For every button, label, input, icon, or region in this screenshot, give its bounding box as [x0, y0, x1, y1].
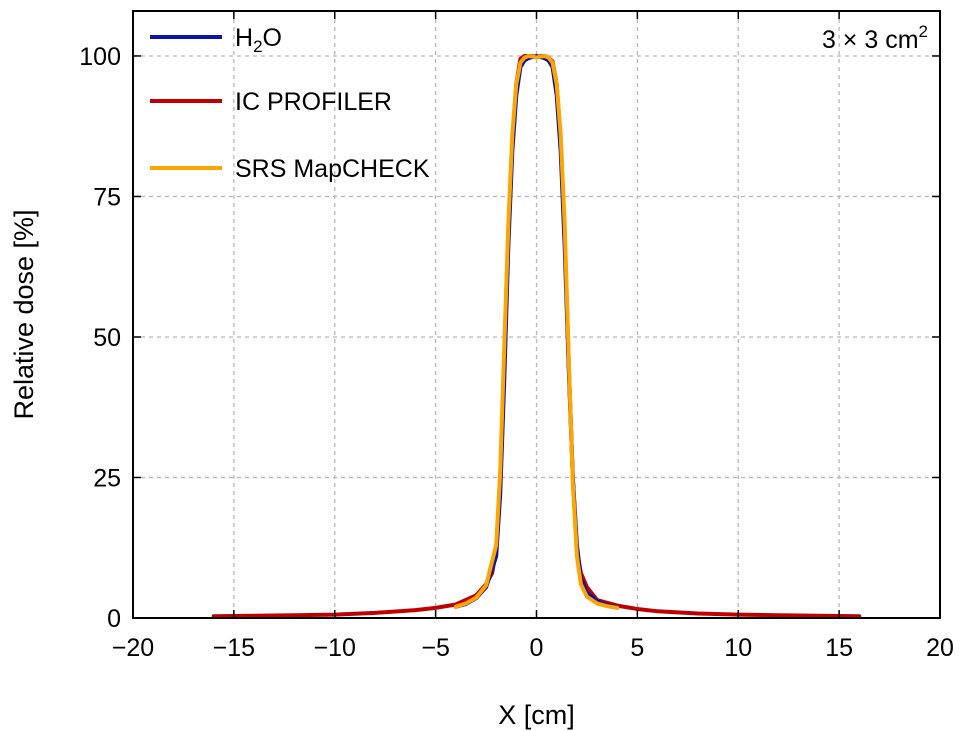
field-size-superscript: 2: [919, 22, 928, 41]
x-tick-label: −5: [421, 634, 450, 662]
y-tick-label: 50: [93, 324, 121, 352]
legend-item-h2o: H2O: [150, 24, 282, 56]
x-tick-label: 15: [825, 634, 853, 662]
legend-label-h2o: H2O: [235, 24, 282, 56]
field-size-text: 3 × 3 cm: [822, 26, 919, 54]
x-tick-label: −20: [112, 634, 154, 662]
legend-item-ic-profiler: IC PROFILER: [150, 88, 392, 116]
legend: H2O IC PROFILER SRS MapCHECK: [150, 24, 430, 183]
ticks: −20 −15 −10 −5 0 5 10 15 20 0 25 50 75 100: [79, 11, 954, 662]
series-layer: [211, 54, 862, 619]
legend-label-ic-profiler: IC PROFILER: [235, 88, 392, 116]
x-tick-label: 5: [630, 634, 644, 662]
x-tick-label: −15: [213, 634, 255, 662]
y-tick-label: 0: [107, 605, 121, 633]
legend-label-srs-mapcheck: SRS MapCHECK: [235, 155, 430, 183]
x-tick-label: 0: [530, 634, 544, 662]
y-tick-label: 75: [93, 183, 121, 211]
x-tick-label: 10: [724, 634, 752, 662]
series-line-srs-mapcheck: [453, 54, 620, 610]
y-tick-label: 25: [93, 464, 121, 492]
y-axis-label: Relative dose [%]: [9, 209, 39, 419]
x-tick-label: −10: [314, 634, 356, 662]
y-tick-label: 100: [79, 43, 121, 71]
legend-item-srs-mapcheck: SRS MapCHECK: [150, 155, 430, 183]
x-axis-label: X [cm]: [498, 700, 575, 730]
field-size-annotation: 3 × 3 cm2: [822, 22, 928, 54]
x-tick-label: 20: [926, 634, 954, 662]
